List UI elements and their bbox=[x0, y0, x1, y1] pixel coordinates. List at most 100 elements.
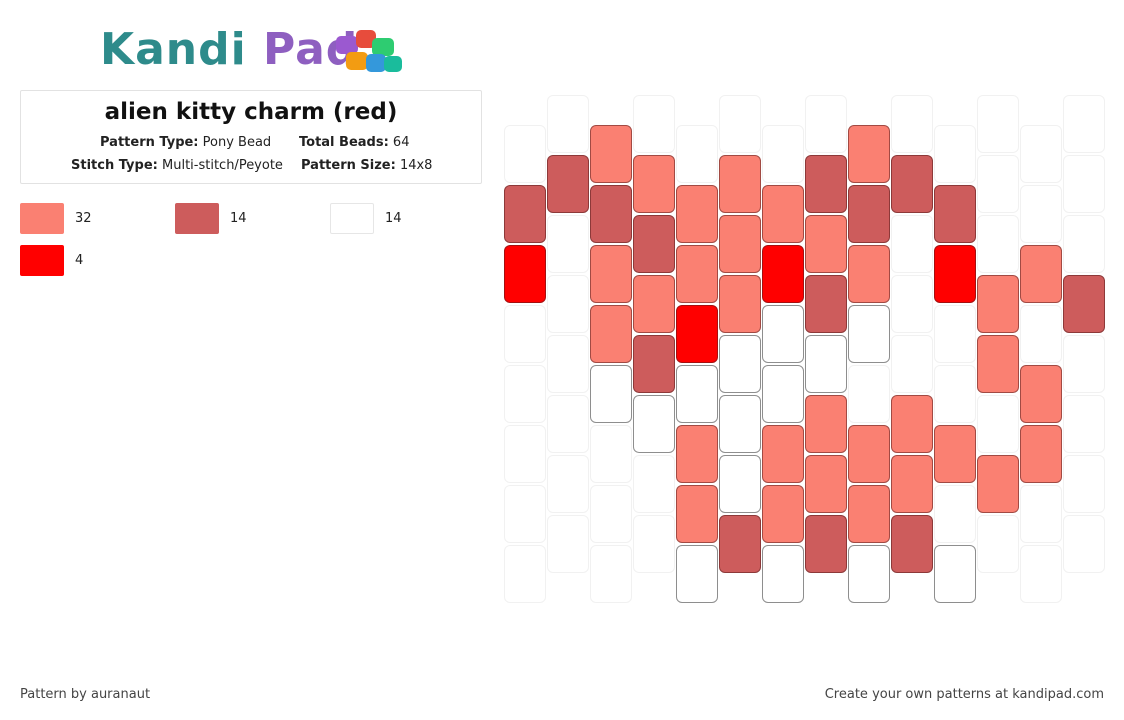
bead bbox=[676, 485, 718, 543]
empty-bead-cell bbox=[547, 275, 589, 333]
empty-bead-cell bbox=[977, 215, 1019, 273]
bead bbox=[848, 305, 890, 363]
empty-bead-cell bbox=[848, 365, 890, 423]
bead bbox=[504, 245, 546, 303]
empty-bead-cell bbox=[934, 125, 976, 183]
empty-bead-cell bbox=[891, 275, 933, 333]
bead bbox=[977, 335, 1019, 393]
empty-bead-cell bbox=[547, 95, 589, 153]
empty-bead-cell bbox=[805, 95, 847, 153]
bead bbox=[719, 155, 761, 213]
empty-bead-cell bbox=[891, 335, 933, 393]
bead bbox=[805, 275, 847, 333]
bead bbox=[633, 215, 675, 273]
empty-bead-cell bbox=[504, 545, 546, 603]
empty-bead-cell bbox=[977, 155, 1019, 213]
empty-bead-cell bbox=[1063, 95, 1105, 153]
empty-bead-cell bbox=[547, 455, 589, 513]
empty-bead-cell bbox=[1020, 185, 1062, 243]
bead bbox=[590, 365, 632, 423]
bead bbox=[719, 215, 761, 273]
empty-bead-cell bbox=[633, 515, 675, 573]
bead bbox=[891, 455, 933, 513]
empty-bead-cell bbox=[1020, 485, 1062, 543]
empty-bead-cell bbox=[1020, 545, 1062, 603]
bead bbox=[633, 395, 675, 453]
empty-bead-cell bbox=[1020, 125, 1062, 183]
empty-bead-cell bbox=[934, 305, 976, 363]
bead bbox=[805, 455, 847, 513]
empty-bead-cell bbox=[977, 95, 1019, 153]
bead bbox=[977, 455, 1019, 513]
bead bbox=[590, 185, 632, 243]
bead bbox=[805, 155, 847, 213]
bead bbox=[1020, 425, 1062, 483]
bead bbox=[1020, 365, 1062, 423]
empty-bead-cell bbox=[504, 425, 546, 483]
bead bbox=[676, 425, 718, 483]
empty-bead-cell bbox=[977, 515, 1019, 573]
bead bbox=[719, 455, 761, 513]
legend-swatch bbox=[20, 245, 64, 276]
bead bbox=[676, 305, 718, 363]
empty-bead-cell bbox=[504, 365, 546, 423]
bead bbox=[762, 545, 804, 603]
bead bbox=[934, 425, 976, 483]
bead bbox=[590, 245, 632, 303]
bead bbox=[848, 245, 890, 303]
pattern-title: alien kitty charm (red) bbox=[104, 99, 398, 125]
bead bbox=[848, 125, 890, 183]
bead bbox=[762, 425, 804, 483]
legend-count: 32 bbox=[75, 211, 92, 226]
bead bbox=[719, 335, 761, 393]
empty-bead-cell bbox=[676, 125, 718, 183]
logo-word-kandi: Kandi bbox=[100, 24, 247, 75]
legend-count: 14 bbox=[230, 211, 247, 226]
empty-bead-cell bbox=[590, 425, 632, 483]
empty-bead-cell bbox=[633, 95, 675, 153]
bead bbox=[1020, 245, 1062, 303]
legend-swatch bbox=[20, 203, 64, 234]
kandipad-link[interactable]: Create your own patterns at kandipad.com bbox=[824, 687, 1104, 702]
bead bbox=[762, 365, 804, 423]
bead bbox=[762, 485, 804, 543]
kandi-pad-logo[interactable]: Kandi Pad bbox=[100, 22, 410, 78]
empty-bead-cell bbox=[891, 215, 933, 273]
bead bbox=[848, 425, 890, 483]
bead bbox=[891, 155, 933, 213]
empty-bead-cell bbox=[504, 125, 546, 183]
bead bbox=[1063, 275, 1105, 333]
empty-bead-cell bbox=[504, 485, 546, 543]
beads-icon bbox=[336, 30, 402, 72]
legend-count: 14 bbox=[385, 211, 402, 226]
bead bbox=[805, 335, 847, 393]
bead bbox=[590, 125, 632, 183]
pattern-info-panel: alien kitty charm (red) Pattern Type: Po… bbox=[20, 90, 482, 184]
empty-bead-cell bbox=[1063, 515, 1105, 573]
bead bbox=[633, 335, 675, 393]
bead bbox=[977, 275, 1019, 333]
bead bbox=[848, 545, 890, 603]
bead bbox=[633, 275, 675, 333]
legend-swatch bbox=[330, 203, 374, 234]
bead bbox=[504, 185, 546, 243]
empty-bead-cell bbox=[1063, 335, 1105, 393]
empty-bead-cell bbox=[547, 515, 589, 573]
bead bbox=[676, 245, 718, 303]
bead bbox=[719, 395, 761, 453]
empty-bead-cell bbox=[590, 545, 632, 603]
pattern-author: Pattern by auranaut bbox=[20, 687, 151, 702]
empty-bead-cell bbox=[762, 125, 804, 183]
bead bbox=[934, 545, 976, 603]
bead bbox=[676, 545, 718, 603]
bead bbox=[805, 215, 847, 273]
pattern-size: Pattern Size: 14x8 bbox=[301, 158, 433, 173]
bead bbox=[547, 155, 589, 213]
total-beads: Total Beads: 64 bbox=[299, 135, 410, 150]
empty-bead-cell bbox=[1063, 215, 1105, 273]
stitch-type: Stitch Type: Multi-stitch/Peyote bbox=[71, 158, 283, 173]
bead bbox=[590, 305, 632, 363]
empty-bead-cell bbox=[1063, 155, 1105, 213]
empty-bead-cell bbox=[547, 395, 589, 453]
bead bbox=[891, 515, 933, 573]
